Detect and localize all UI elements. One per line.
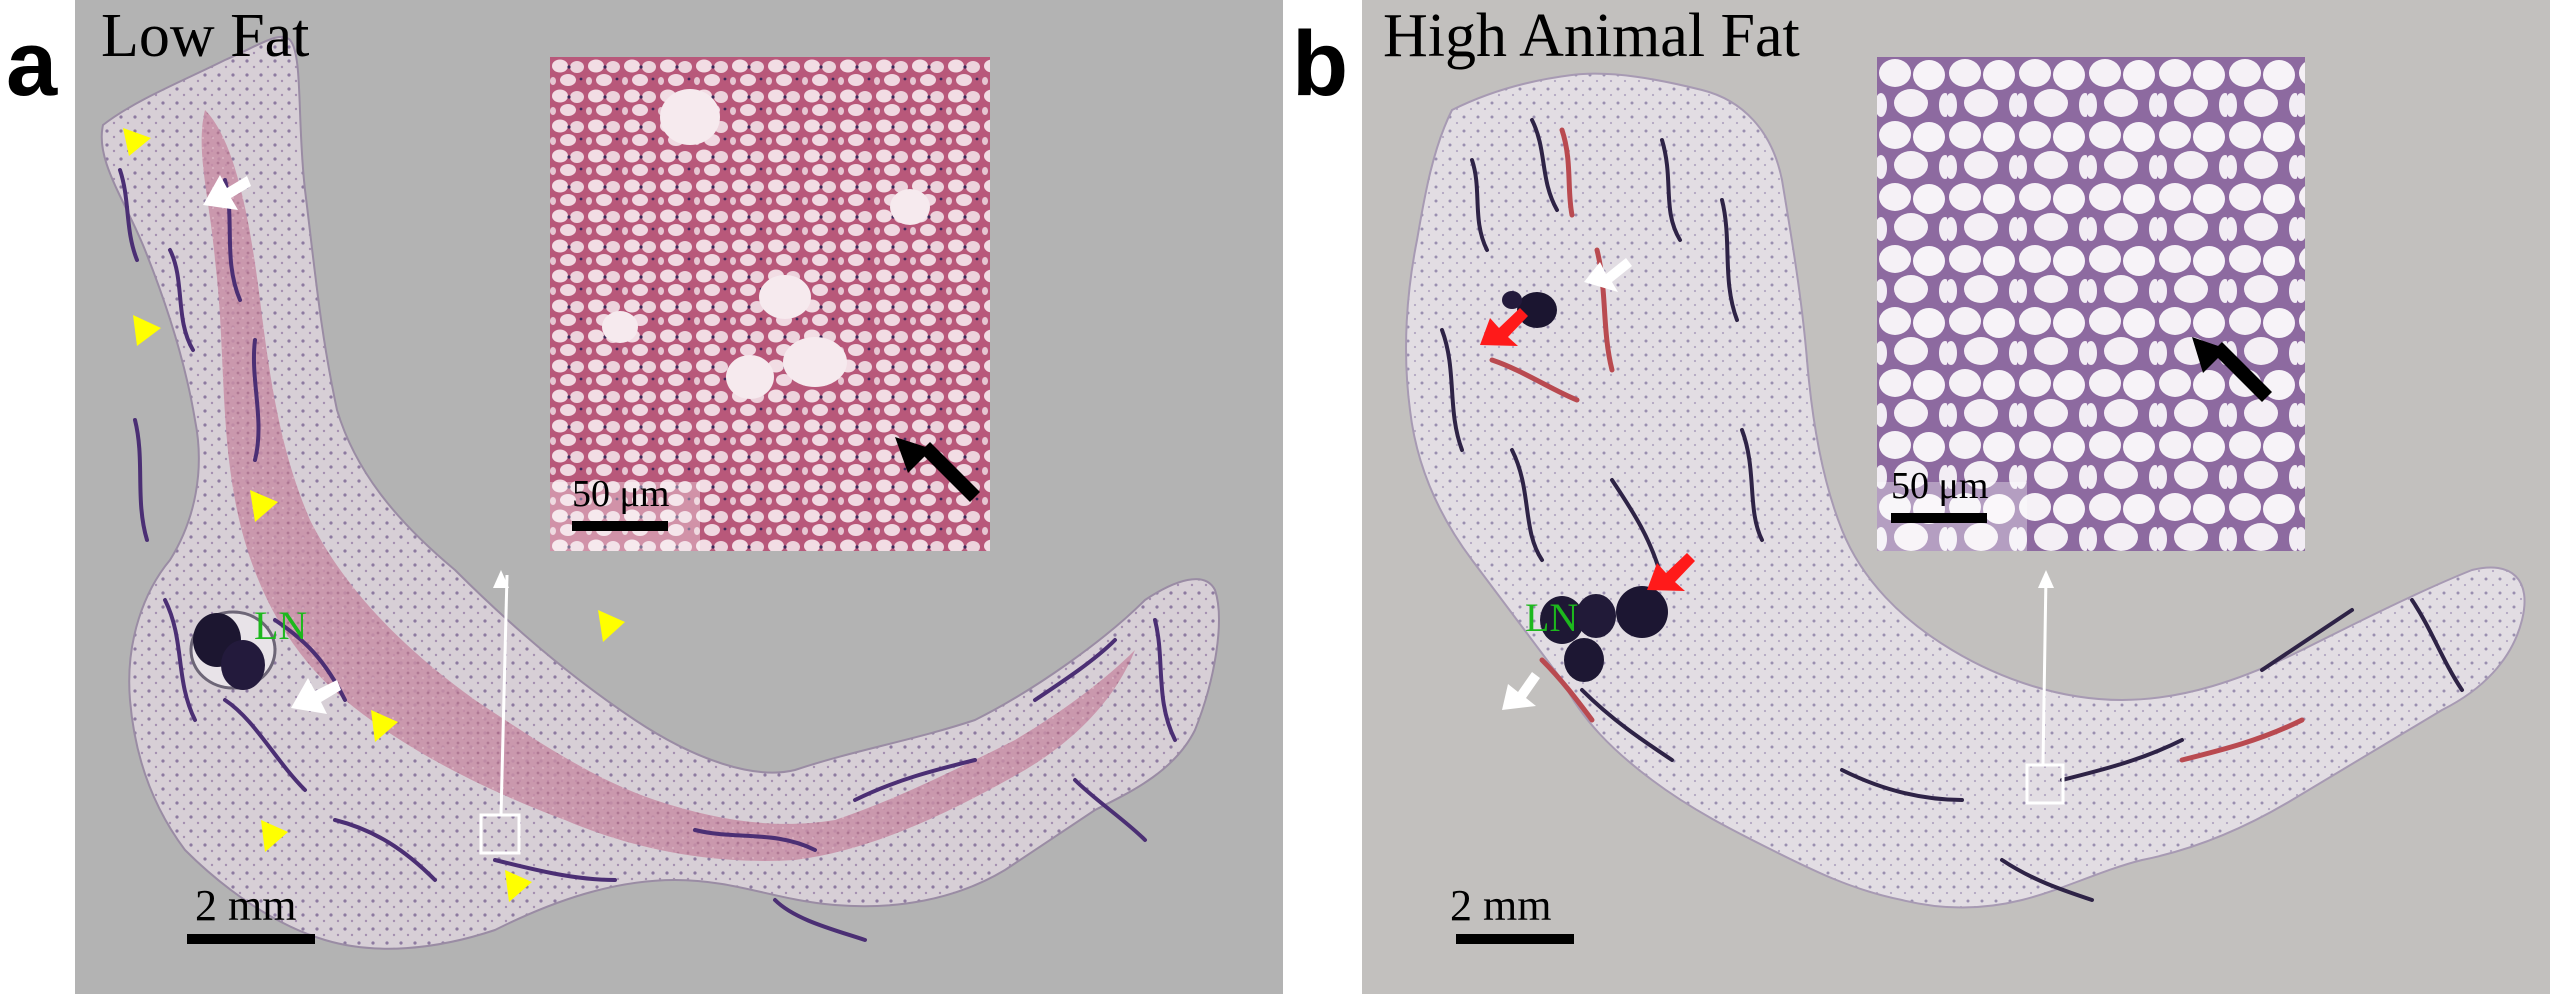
scale-bar-a bbox=[187, 934, 315, 944]
inset-micrograph-b: 50 μm bbox=[1877, 57, 2305, 551]
scale-bar-b bbox=[1456, 934, 1574, 944]
lymph-nodes-b bbox=[1502, 291, 1668, 682]
scale-bar-label-b: 2 mm bbox=[1450, 881, 1552, 930]
panel-title-b: High Animal Fat bbox=[1383, 2, 1800, 70]
vessels-b bbox=[1440, 118, 2464, 902]
panel-letter-a: a bbox=[6, 13, 58, 115]
lymph-node-a bbox=[189, 610, 277, 690]
lymph-node-label-b: LN bbox=[1525, 595, 1579, 640]
panel-b-tissue-section bbox=[1405, 72, 2526, 909]
white-arrows-b bbox=[1502, 258, 1632, 710]
inset-connector-b bbox=[2041, 574, 2048, 766]
black-arrow-b bbox=[2212, 342, 2272, 402]
inset-tissue-a bbox=[550, 57, 990, 551]
panel-letter-b: b bbox=[1292, 13, 1349, 115]
lymph-node-label-a: LN bbox=[254, 603, 308, 648]
tissue-outline-b bbox=[1405, 72, 2526, 909]
inset-scale-label-b: 50 μm bbox=[1891, 465, 1989, 507]
inset-connector-a bbox=[499, 574, 509, 816]
inset-source-box-a bbox=[479, 813, 521, 855]
panel-title-a: Low Fat bbox=[101, 2, 310, 70]
inset-micrograph-a: 50 μm bbox=[550, 57, 990, 551]
inset-source-box-b bbox=[2025, 763, 2065, 805]
inset-tissue-b bbox=[1877, 57, 2305, 551]
black-arrow-a bbox=[920, 442, 980, 502]
yellow-arrowheads-a bbox=[123, 128, 625, 902]
red-arrows-b bbox=[1480, 308, 1695, 591]
panel-b-micrograph: 50 μm High Animal Fat LN 2 mm bbox=[1362, 0, 2550, 994]
panel-a-micrograph: 50 μm Low Fat LN 2 mm bbox=[75, 0, 1283, 994]
panel-a-tissue-section bbox=[100, 35, 1220, 950]
inset-scale-bar-b bbox=[1891, 513, 1987, 523]
inset-scale-label-a: 50 μm bbox=[572, 473, 670, 515]
stroma-band-a bbox=[201, 110, 1136, 861]
inset-scale-bar-a bbox=[572, 521, 668, 531]
scale-bar-label-a: 2 mm bbox=[195, 881, 297, 930]
white-arrows-a bbox=[203, 175, 341, 714]
